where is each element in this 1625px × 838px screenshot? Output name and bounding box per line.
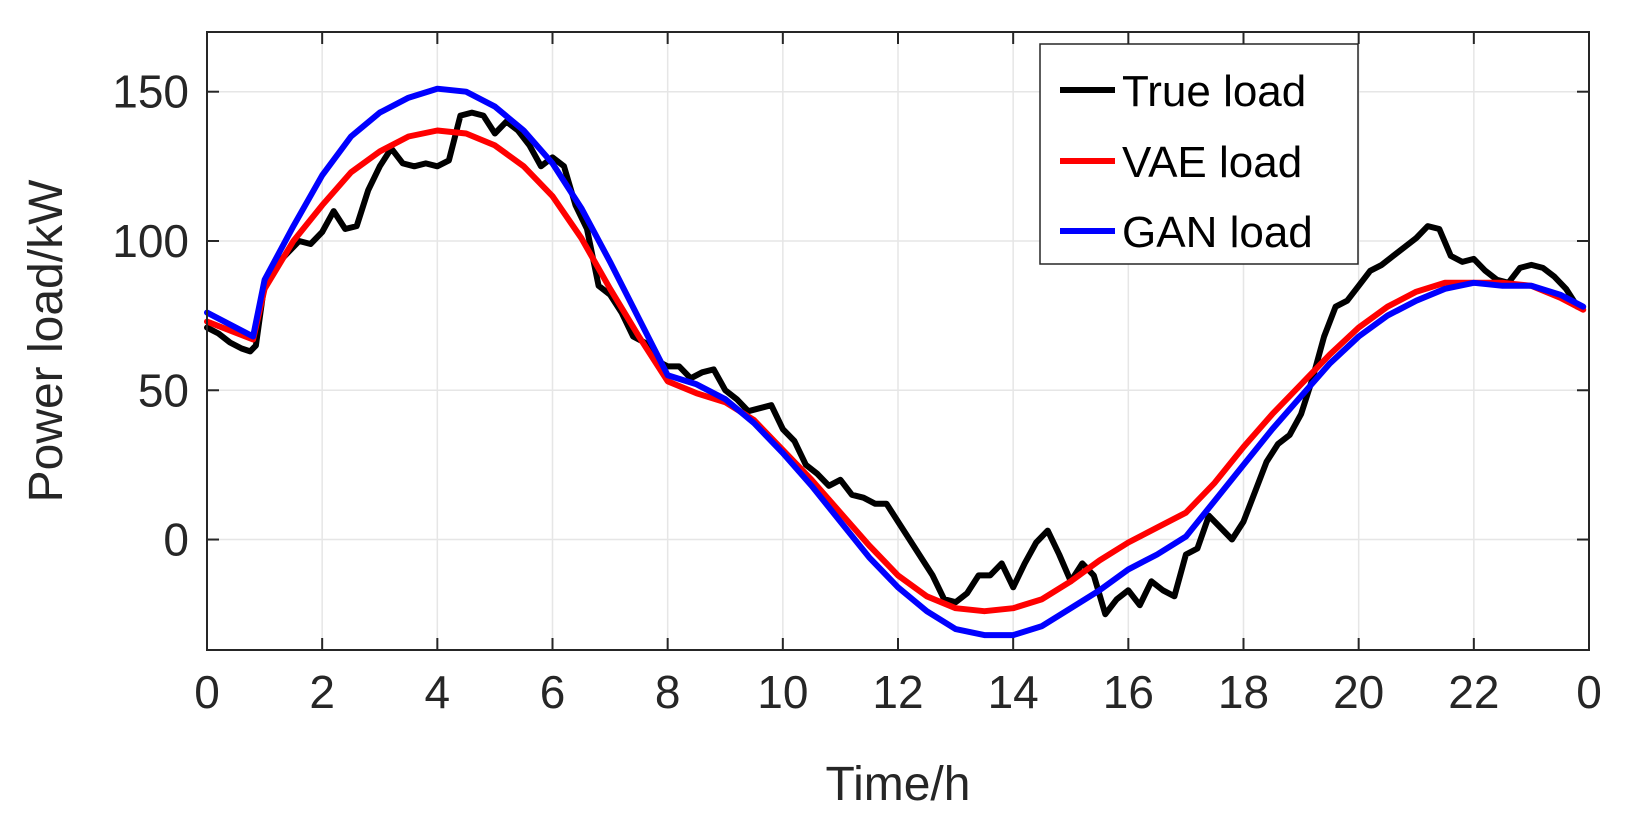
x-tick-label: 18: [1218, 666, 1269, 718]
x-tick-label: 22: [1448, 666, 1499, 718]
legend: True load VAE load GAN load: [1039, 43, 1359, 265]
series-line-true-load: [204, 109, 1581, 618]
x-tick-label: 16: [1103, 666, 1154, 718]
y-tick-label: 50: [138, 364, 189, 416]
x-tick-label: 2: [309, 666, 335, 718]
y-axis-title: Power load/kW: [20, 179, 73, 502]
x-axis-ticks: 0 2 4 6 8 10 12 14 16 18 20 22 0: [194, 32, 1602, 718]
y-tick-label: 150: [112, 66, 189, 118]
series-line-gan-load: [204, 85, 1587, 639]
legend-label-vae-load: VAE load: [1122, 138, 1302, 187]
x-tick-label: 8: [655, 666, 681, 718]
x-tick-label: 10: [757, 666, 808, 718]
x-tick-label: 14: [988, 666, 1039, 718]
x-axis-title: Time/h: [826, 758, 971, 811]
x-tick-label: 20: [1333, 666, 1384, 718]
y-tick-label: 100: [112, 215, 189, 267]
x-tick-label: 0: [194, 666, 220, 718]
series-line-vae-load: [204, 127, 1587, 615]
x-tick-label: 4: [425, 666, 451, 718]
x-tick-label: 6: [540, 666, 566, 718]
y-tick-label: 0: [163, 514, 189, 566]
legend-label-gan-load: GAN load: [1122, 208, 1313, 257]
series-lines: [204, 85, 1587, 639]
legend-label-true-load: True load: [1122, 67, 1306, 116]
legend-box: [1039, 43, 1359, 265]
x-tick-label: 12: [872, 666, 923, 718]
y-axis-ticks: 0 50 100 150: [112, 66, 1589, 566]
x-tick-label: 0: [1576, 666, 1602, 718]
